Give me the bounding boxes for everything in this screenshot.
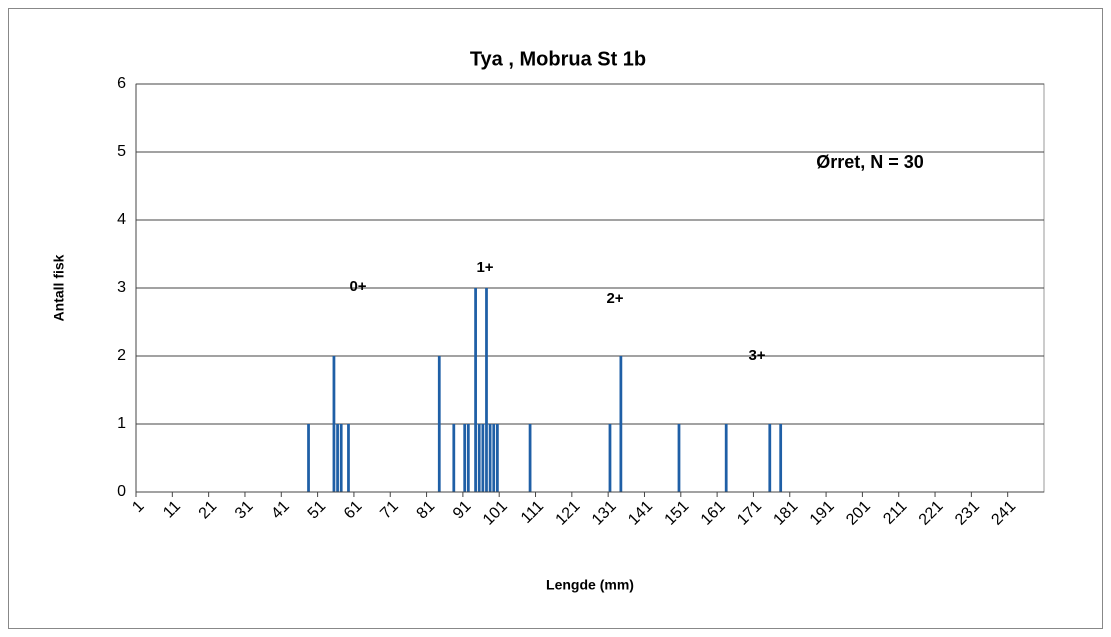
bar [332, 356, 336, 492]
bar [336, 424, 339, 492]
bar [488, 424, 492, 492]
annotation: Ørret, N = 30 [816, 152, 924, 172]
y-tick-label: 3 [117, 279, 126, 296]
bar [528, 424, 532, 492]
bar [768, 424, 772, 492]
x-axis-label: Lengde (mm) [546, 577, 634, 593]
y-tick-label: 2 [117, 347, 126, 364]
bar [307, 424, 310, 492]
bar [724, 424, 728, 492]
bar [485, 288, 488, 492]
bar [474, 288, 477, 492]
bar [347, 424, 350, 492]
bar [492, 424, 496, 492]
bar [466, 424, 470, 492]
bar [437, 356, 441, 492]
bar [452, 424, 456, 492]
annotation: 3+ [748, 347, 765, 364]
bar [677, 424, 681, 492]
bar [608, 424, 612, 492]
annotation: 2+ [606, 290, 623, 307]
bar [496, 424, 499, 492]
y-tick-label: 1 [117, 415, 126, 432]
bar [481, 424, 485, 492]
annotation: 1+ [476, 259, 493, 276]
bar [463, 424, 467, 492]
y-tick-label: 5 [117, 143, 126, 160]
y-axis-label: Antall fisk [51, 254, 67, 321]
y-tick-label: 6 [117, 75, 126, 92]
annotation: 0+ [349, 278, 366, 295]
y-tick-label: 4 [117, 211, 126, 228]
bar [779, 424, 783, 492]
chart-title: Tya , Mobrua St 1b [470, 48, 646, 70]
bar [619, 356, 623, 492]
bar [339, 424, 343, 492]
bar [477, 424, 481, 492]
y-tick-label: 0 [117, 483, 126, 500]
